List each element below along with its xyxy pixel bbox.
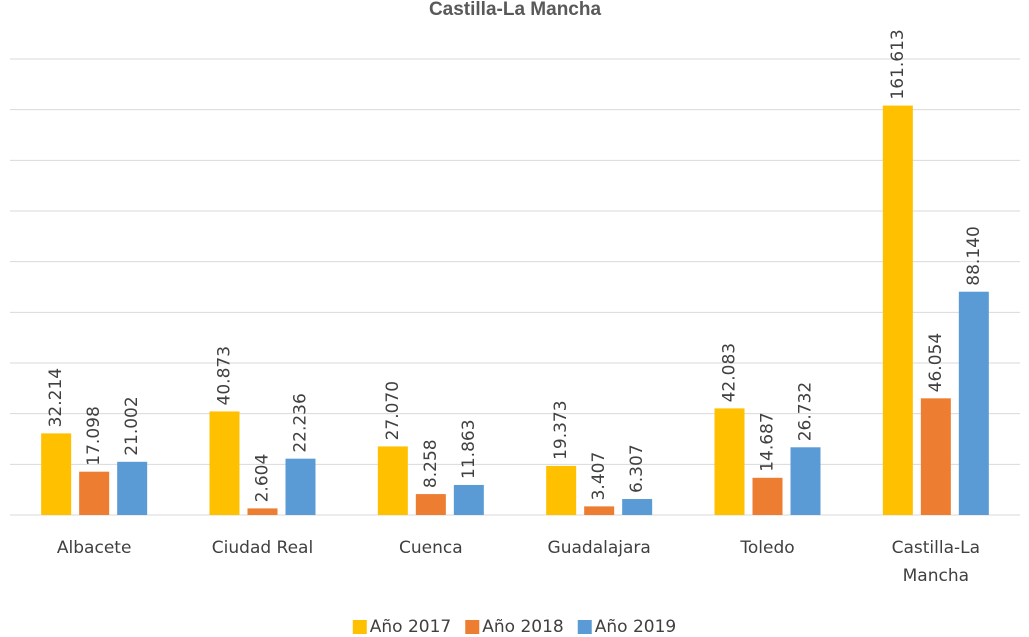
- x-tick-label: Guadalajara: [548, 538, 651, 558]
- legend: Año 2017 Año 2018 Año 2019: [352, 617, 676, 637]
- data-label: 22.236: [291, 393, 311, 452]
- data-label: 32.214: [46, 368, 66, 427]
- x-tick-label: Toledo: [739, 538, 794, 558]
- data-label: 161.613: [888, 29, 908, 99]
- legend-label: Año 2017: [370, 617, 451, 637]
- legend-label: Año 2018: [482, 617, 563, 637]
- legend-swatch: [577, 620, 592, 634]
- bar: [285, 458, 316, 515]
- data-label: 11.863: [459, 419, 479, 478]
- x-tick-label: Ciudad Real: [212, 538, 313, 558]
- data-label: 26.732: [796, 382, 816, 441]
- legend-swatch: [465, 620, 480, 634]
- data-label: 2.604: [253, 454, 273, 503]
- data-label: 14.687: [758, 412, 778, 471]
- bar: [79, 471, 110, 515]
- bar: [453, 484, 484, 515]
- data-label: 19.373: [551, 400, 571, 459]
- data-label: 21.002: [122, 396, 142, 455]
- bar: [958, 291, 989, 515]
- data-label: 17.098: [84, 406, 104, 465]
- data-label: 8.258: [421, 439, 441, 488]
- data-label: 27.070: [383, 381, 403, 440]
- bar: [415, 494, 446, 515]
- bar: [752, 477, 783, 515]
- bar: [790, 447, 821, 515]
- chart-title: Castilla-La Mancha: [429, 0, 602, 20]
- legend-label: Año 2019: [595, 617, 676, 637]
- bar: [920, 398, 951, 515]
- data-label: 42.083: [720, 343, 740, 402]
- x-tick-label: Albacete: [57, 538, 132, 558]
- bar: [41, 433, 72, 515]
- bar: [247, 508, 278, 515]
- x-tick-label: Castilla-La Mancha: [892, 538, 980, 586]
- bar: [546, 465, 577, 515]
- data-label: 40.873: [215, 346, 235, 405]
- bar: [622, 499, 653, 515]
- data-label: 46.054: [926, 333, 946, 392]
- legend-swatch: [352, 620, 367, 634]
- bar: [584, 506, 615, 515]
- bar: [117, 461, 148, 515]
- data-label: 3.407: [589, 452, 609, 501]
- data-label: 6.307: [627, 444, 647, 493]
- bar: [882, 105, 913, 516]
- data-label: 88.140: [964, 226, 984, 285]
- bar: [714, 408, 745, 515]
- x-tick-label: Cuenca: [399, 538, 463, 558]
- bar: [209, 411, 240, 515]
- bar: [377, 446, 408, 515]
